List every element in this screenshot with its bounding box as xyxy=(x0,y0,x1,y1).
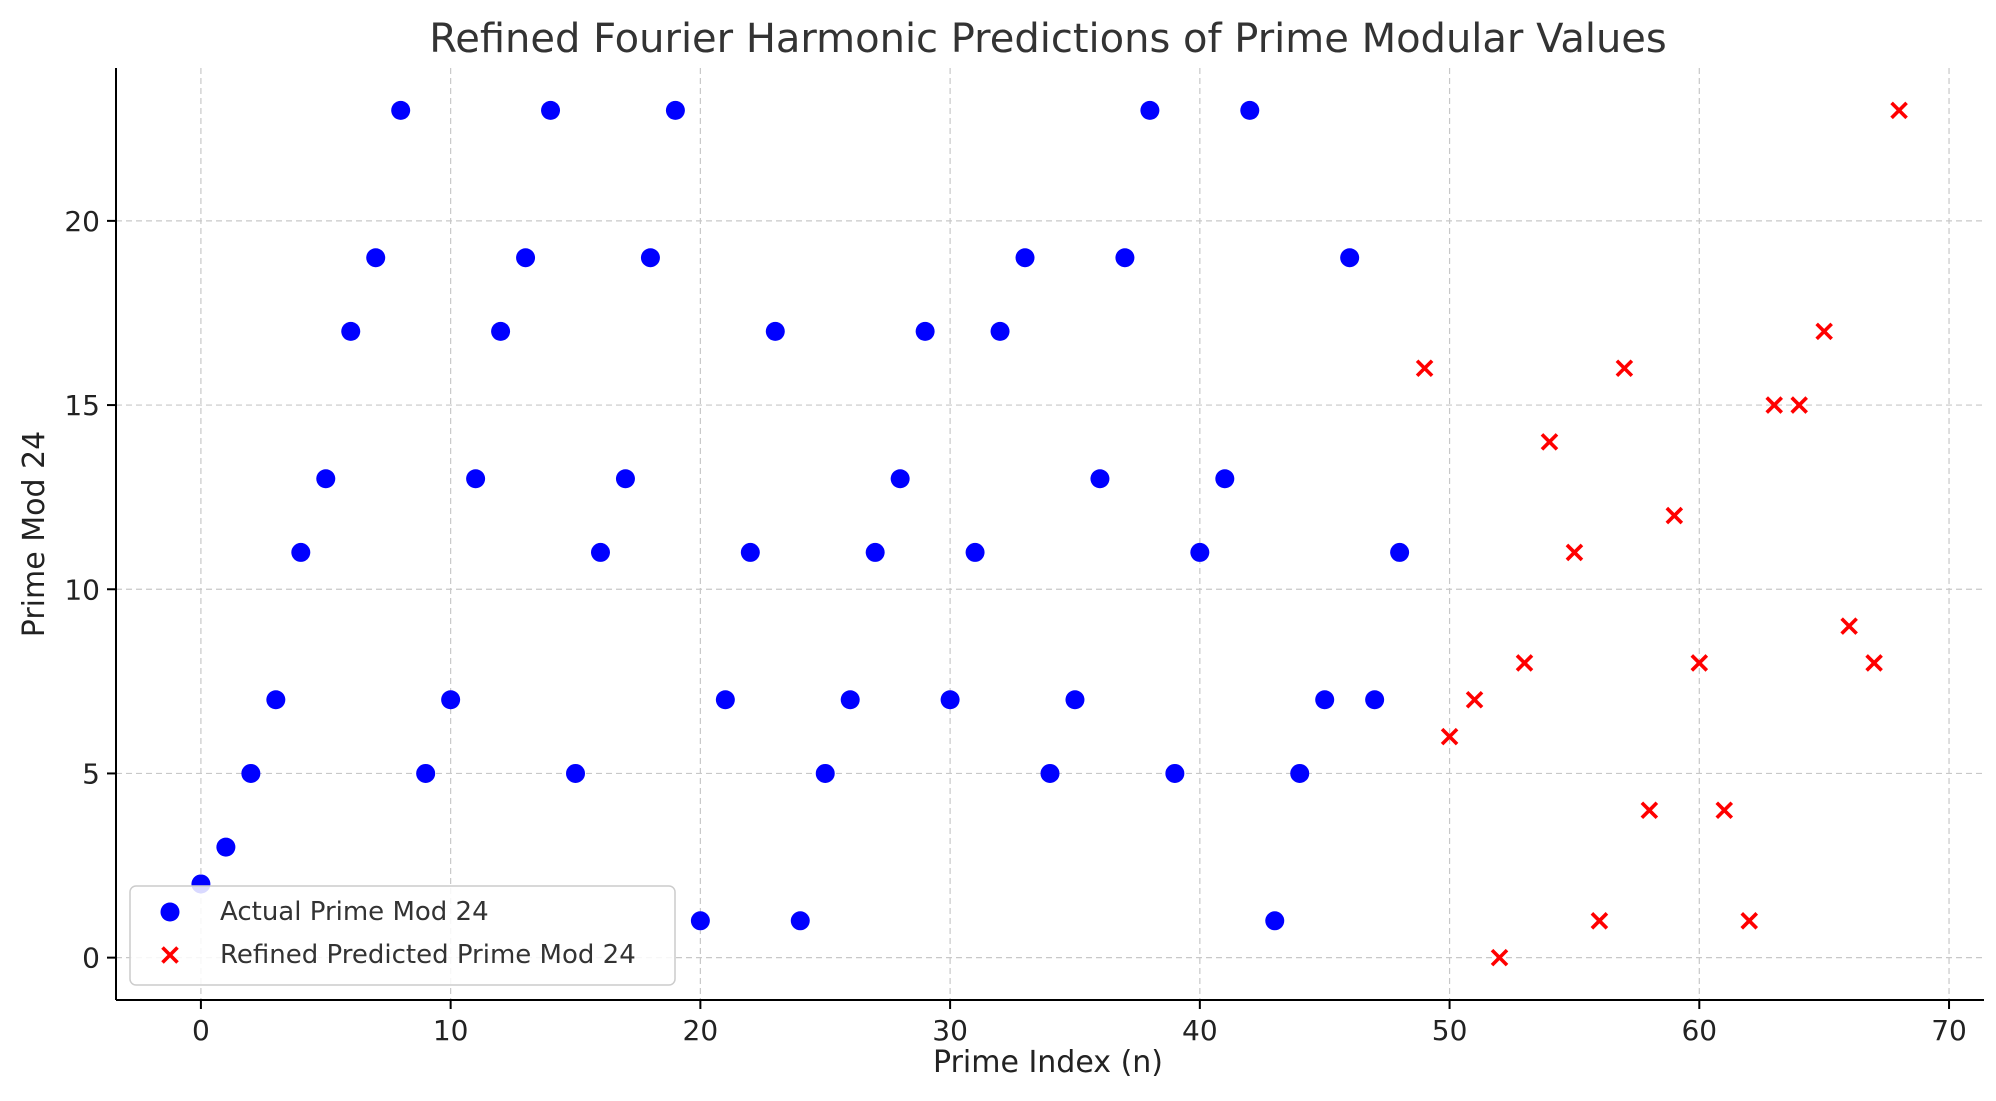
actual-point xyxy=(1065,690,1084,709)
actual-point xyxy=(966,543,985,562)
predicted-point xyxy=(1517,655,1532,670)
predicted-point xyxy=(1867,655,1882,670)
actual-point xyxy=(1041,764,1060,783)
x-tick-label: 0 xyxy=(192,1014,210,1047)
actual-point xyxy=(391,101,410,120)
actual-point xyxy=(866,543,885,562)
actual-point xyxy=(416,764,435,783)
actual-point xyxy=(241,764,260,783)
actual-point xyxy=(566,764,585,783)
predicted-point xyxy=(1542,434,1557,449)
actual-point xyxy=(1265,911,1284,930)
x-tick-label: 60 xyxy=(1681,1014,1717,1047)
y-axis-label: Prime Mod 24 xyxy=(17,431,52,637)
actual-point xyxy=(1365,690,1384,709)
actual-point xyxy=(1165,764,1184,783)
actual-point xyxy=(1190,543,1209,562)
predicted-point xyxy=(1842,619,1857,634)
actual-point xyxy=(591,543,610,562)
actual-point xyxy=(741,543,760,562)
legend-marker-circle xyxy=(161,903,180,922)
x-tick-label: 40 xyxy=(1182,1014,1218,1047)
actual-point xyxy=(266,690,285,709)
actual-point xyxy=(291,543,310,562)
actual-point xyxy=(1290,764,1309,783)
predicted-point xyxy=(1592,913,1607,928)
y-tick-label: 0 xyxy=(82,942,100,975)
data-points xyxy=(191,101,1906,965)
actual-point xyxy=(316,469,335,488)
actual-point xyxy=(341,322,360,341)
actual-point xyxy=(716,690,735,709)
predicted-point xyxy=(1467,692,1482,707)
actual-point xyxy=(766,322,785,341)
actual-point xyxy=(916,322,935,341)
y-tick-label: 5 xyxy=(82,757,100,790)
predicted-point xyxy=(1817,324,1832,339)
actual-point xyxy=(616,469,635,488)
legend-label-predicted: Refined Predicted Prime Mod 24 xyxy=(220,940,636,970)
predicted-point xyxy=(1792,398,1807,413)
actual-point xyxy=(1215,469,1234,488)
actual-point xyxy=(366,248,385,267)
actual-point xyxy=(841,690,860,709)
actual-point xyxy=(1140,101,1159,120)
chart-title: Refined Fourier Harmonic Predictions of … xyxy=(429,16,1667,62)
grid-lines xyxy=(116,68,1984,1000)
y-tick-label: 20 xyxy=(64,205,100,238)
y-tick-label: 10 xyxy=(64,573,100,606)
predicted-point xyxy=(1892,103,1907,118)
legend-marker-actual xyxy=(161,903,180,922)
actual-point xyxy=(541,101,560,120)
actual-point xyxy=(641,248,660,267)
x-tick-label: 10 xyxy=(433,1014,469,1047)
predicted-point xyxy=(1642,803,1657,818)
actual-point xyxy=(791,911,810,930)
legend: Actual Prime Mod 24 Refined Predicted Pr… xyxy=(130,886,675,985)
actual-point xyxy=(1016,248,1035,267)
actual-point xyxy=(1340,248,1359,267)
predicted-point xyxy=(1417,361,1432,376)
actual-point xyxy=(216,838,235,857)
actual-point xyxy=(441,690,460,709)
predicted-point xyxy=(1567,545,1582,560)
actual-point xyxy=(1315,690,1334,709)
x-tick-label: 20 xyxy=(683,1014,719,1047)
actual-point xyxy=(941,690,960,709)
predicted-point xyxy=(1742,913,1757,928)
actual-point xyxy=(1240,101,1259,120)
actual-point xyxy=(891,469,910,488)
actual-point xyxy=(991,322,1010,341)
actual-point xyxy=(816,764,835,783)
actual-point xyxy=(1390,543,1409,562)
y-tick-label: 15 xyxy=(64,389,100,422)
predicted-point xyxy=(1617,361,1632,376)
actual-point xyxy=(691,911,710,930)
x-tick-label: 50 xyxy=(1432,1014,1468,1047)
actual-point xyxy=(1090,469,1109,488)
predicted-point xyxy=(1667,508,1682,523)
actual-point xyxy=(466,469,485,488)
predicted-point xyxy=(1717,803,1732,818)
x-tick-label: 70 xyxy=(1931,1014,1967,1047)
actual-point xyxy=(491,322,510,341)
actual-point xyxy=(516,248,535,267)
actual-point xyxy=(666,101,685,120)
x-axis-label: Prime Index (n) xyxy=(933,1045,1163,1080)
actual-point xyxy=(1115,248,1134,267)
x-tick-label: 30 xyxy=(932,1014,968,1047)
legend-label-actual: Actual Prime Mod 24 xyxy=(220,897,489,927)
predicted-point xyxy=(1492,950,1507,965)
axes xyxy=(116,68,1984,1000)
